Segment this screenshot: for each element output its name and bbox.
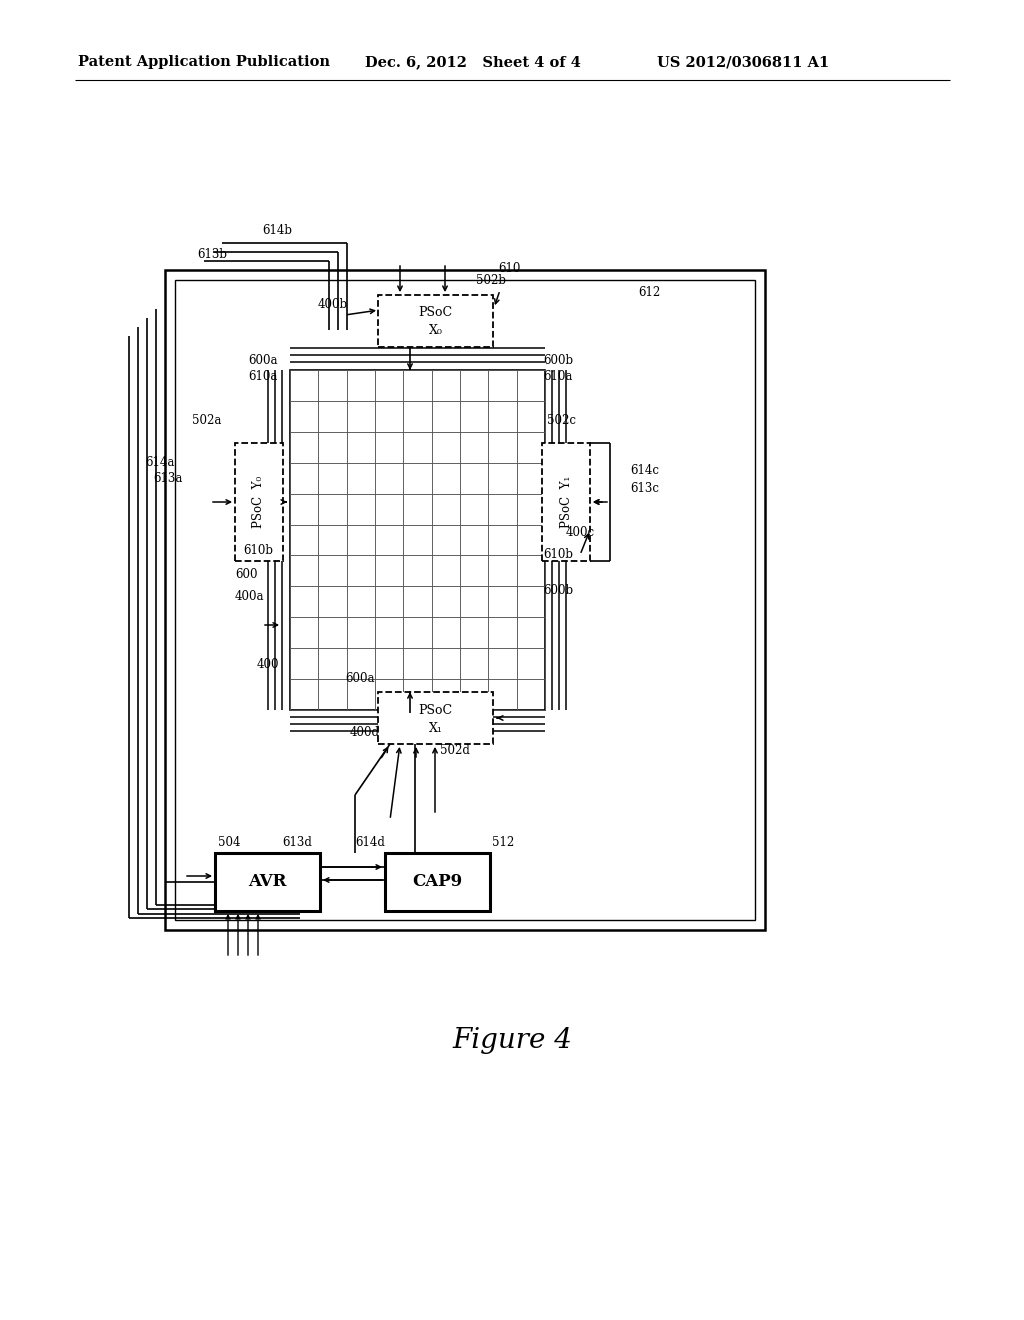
Text: 610a: 610a <box>248 370 278 383</box>
Text: 600b: 600b <box>543 583 573 597</box>
Text: PSoC: PSoC <box>419 704 453 717</box>
Text: 600a: 600a <box>345 672 375 685</box>
Text: Figure 4: Figure 4 <box>452 1027 572 1053</box>
Text: X₀: X₀ <box>429 325 442 338</box>
Text: 610a: 610a <box>543 370 572 383</box>
Text: 400d: 400d <box>350 726 380 739</box>
Text: 610b: 610b <box>243 544 273 557</box>
Text: 600: 600 <box>234 569 257 582</box>
Text: 400c: 400c <box>566 525 595 539</box>
Bar <box>385 853 490 911</box>
Text: 610: 610 <box>498 261 520 275</box>
Text: 614a: 614a <box>145 455 174 469</box>
Text: 612: 612 <box>638 285 660 298</box>
Bar <box>165 271 765 931</box>
Text: 614b: 614b <box>262 223 292 236</box>
Text: 502c: 502c <box>547 413 575 426</box>
Text: PSoC  Y₁: PSoC Y₁ <box>559 477 572 528</box>
Text: 504: 504 <box>218 837 241 850</box>
Text: Dec. 6, 2012   Sheet 4 of 4: Dec. 6, 2012 Sheet 4 of 4 <box>365 55 581 69</box>
Text: US 2012/0306811 A1: US 2012/0306811 A1 <box>657 55 829 69</box>
Text: 613b: 613b <box>197 248 227 261</box>
Text: 502a: 502a <box>193 413 221 426</box>
Bar <box>378 294 493 347</box>
Bar <box>378 692 493 744</box>
Text: 613c: 613c <box>630 482 659 495</box>
Text: 614c: 614c <box>630 463 659 477</box>
Text: 400b: 400b <box>318 298 348 312</box>
Text: PSoC: PSoC <box>419 306 453 319</box>
Text: CAP9: CAP9 <box>413 874 463 891</box>
Text: 400: 400 <box>257 659 280 672</box>
Bar <box>542 444 590 561</box>
Bar <box>215 853 319 911</box>
Text: 502d: 502d <box>440 743 470 756</box>
Bar <box>290 370 545 710</box>
Text: 600b: 600b <box>543 354 573 367</box>
Text: 512: 512 <box>492 837 514 850</box>
Text: X₁: X₁ <box>429 722 442 734</box>
Text: PSoC  Y₀: PSoC Y₀ <box>253 477 265 528</box>
Text: 600a: 600a <box>248 354 278 367</box>
Text: 614d: 614d <box>355 837 385 850</box>
Text: 400a: 400a <box>234 590 264 603</box>
Text: 613a: 613a <box>153 471 182 484</box>
Bar <box>175 280 755 920</box>
Text: 613d: 613d <box>282 837 312 850</box>
Text: AVR: AVR <box>248 874 287 891</box>
Bar <box>234 444 283 561</box>
Text: Patent Application Publication: Patent Application Publication <box>78 55 330 69</box>
Text: 610b: 610b <box>543 548 573 561</box>
Text: 502b: 502b <box>476 273 506 286</box>
